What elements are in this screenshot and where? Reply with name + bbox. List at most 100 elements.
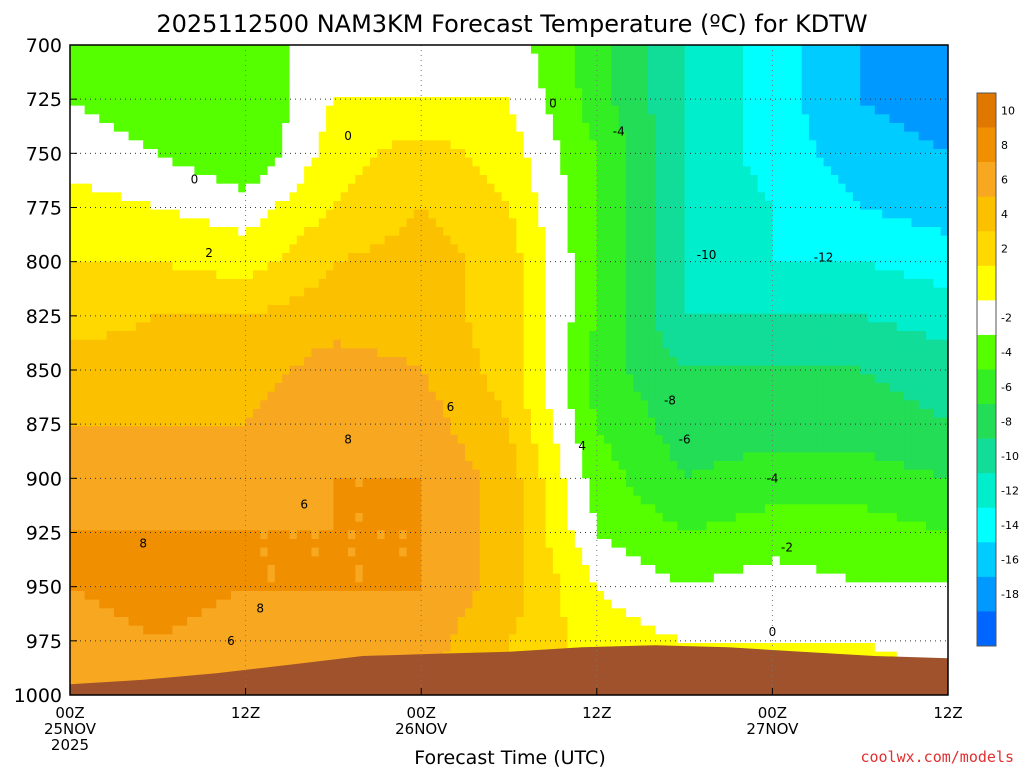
temperature-cell [406,348,415,358]
temperature-cell [238,261,247,271]
temperature-cell [99,131,108,141]
temperature-cell [765,166,773,176]
temperature-cell [172,313,181,323]
temperature-cell [743,383,752,393]
temperature-cell [823,157,832,167]
temperature-cell [201,348,210,358]
temperature-cell [187,149,195,159]
temperature-cell [252,192,261,202]
temperature-cell [479,88,488,98]
temperature-cell [150,140,159,150]
temperature-cell [391,279,400,289]
temperature-cell [567,192,576,202]
temperature-cell [882,183,891,193]
temperature-cell [808,209,817,219]
temperature-cell [252,357,261,367]
temperature-cell [552,157,561,167]
temperature-cell [867,365,876,375]
temperature-cell [399,53,408,63]
temperature-cell [713,149,722,159]
temperature-cell [530,374,539,384]
temperature-cell [852,157,861,167]
temperature-cell [552,287,561,297]
temperature-cell [355,244,364,254]
temperature-cell [706,313,715,323]
temperature-cell [260,114,269,124]
temperature-cell [384,192,393,202]
temperature-cell [428,339,437,349]
temperature-cell [538,149,547,159]
temperature-cell [187,114,195,124]
temperature-cell [99,209,108,219]
temperature-cell [245,149,254,159]
temperature-cell [838,45,847,55]
temperature-cell [589,114,598,124]
temperature-cell [377,305,386,315]
temperature-cell [413,192,422,202]
temperature-cell [926,131,934,141]
temperature-cell [552,261,561,271]
temperature-cell [538,166,547,176]
temperature-cell [823,192,832,202]
temperature-cell [479,279,488,289]
temperature-cell [896,348,905,358]
temperature-cell [618,235,627,245]
temperature-cell [574,313,583,323]
temperature-cell [757,131,766,141]
temperature-cell [918,79,927,89]
temperature-cell [121,192,130,202]
temperature-cell [713,71,722,81]
temperature-cell [743,296,752,306]
temperature-cell [735,88,744,98]
temperature-cell [867,201,876,211]
temperature-cell [267,331,276,341]
temperature-cell [516,235,525,245]
temperature-cell [721,166,730,176]
temperature-cell [874,235,883,245]
temperature-cell [274,88,283,98]
temperature-cell [296,53,305,63]
temperature-cell [816,322,825,332]
temperature-cell [421,270,430,280]
temperature-cell [230,374,239,384]
temperature-cell [165,201,174,211]
temperature-cell [428,97,437,107]
temperature-cell [355,157,364,167]
temperature-cell [509,313,517,323]
temperature-cell [428,313,437,323]
temperature-cell [223,305,232,315]
temperature-cell [838,253,847,263]
temperature-cell [626,45,634,55]
temperature-cell [750,131,759,141]
temperature-cell [209,209,217,219]
temperature-cell [699,270,708,280]
temperature-cell [157,244,166,254]
temperature-cell [369,339,378,349]
temperature-cell [757,270,766,280]
temperature-cell [677,218,686,228]
temperature-cell [648,140,656,150]
temperature-cell [282,131,291,141]
temperature-cell [808,88,817,98]
temperature-cell [816,62,825,72]
temperature-cell [896,79,905,89]
temperature-cell [779,114,788,124]
temperature-cell [940,53,948,63]
temperature-cell [435,331,444,341]
temperature-cell [552,79,561,89]
temperature-cell [187,45,195,55]
temperature-cell [516,322,525,332]
temperature-cell [743,244,752,254]
temperature-cell [530,71,539,81]
temperature-cell [743,270,752,280]
temperature-cell [552,201,561,211]
temperature-cell [179,313,188,323]
temperature-cell [187,218,195,228]
temperature-cell [940,339,948,349]
temperature-cell [823,296,832,306]
temperature-cell [582,140,591,150]
temperature-cell [209,374,217,384]
temperature-cell [150,253,159,263]
temperature-cell [926,339,934,349]
temperature-cell [618,227,627,237]
